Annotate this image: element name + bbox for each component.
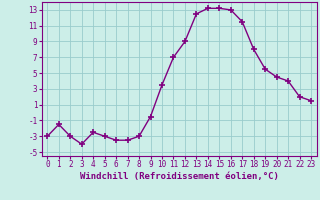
- X-axis label: Windchill (Refroidissement éolien,°C): Windchill (Refroidissement éolien,°C): [80, 172, 279, 181]
